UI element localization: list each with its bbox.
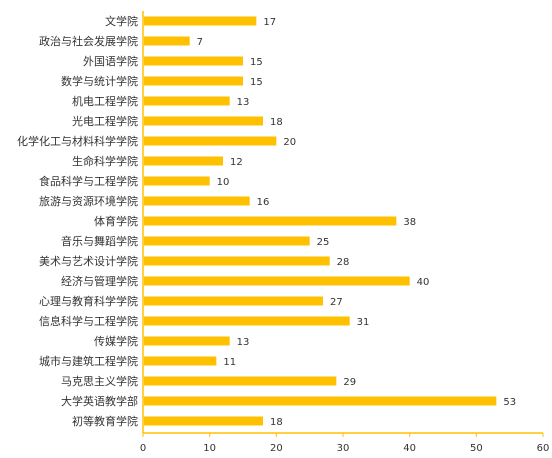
- category-label: 城市与建筑工程学院: [39, 354, 138, 368]
- bar: [144, 176, 210, 186]
- bar: [144, 136, 277, 146]
- category-label: 外国语学院: [83, 54, 138, 68]
- bar: [144, 216, 397, 226]
- category-label: 文学院: [105, 14, 138, 28]
- label-layer: 0 10 20 30 40 50 60 文学院 17 政治与社会发展学院 7 外国语学院 15 数学与统计…: [17, 14, 549, 454]
- bar: [144, 276, 410, 286]
- data-label: 31: [357, 317, 370, 328]
- data-label: 13: [237, 337, 250, 348]
- data-label: 38: [403, 217, 416, 228]
- bar: [144, 116, 263, 126]
- bar: [144, 236, 310, 246]
- bar: [144, 36, 190, 46]
- x-tick-label: 60: [537, 443, 550, 454]
- data-label: 11: [223, 357, 236, 368]
- category-label: 机电工程学院: [72, 94, 138, 108]
- category-label: 生命科学学院: [72, 154, 138, 168]
- bar: [144, 56, 243, 66]
- data-label: 25: [317, 237, 330, 248]
- category-label: 旅游与资源环境学院: [39, 194, 138, 208]
- bar: [144, 396, 497, 406]
- bar: [144, 316, 350, 326]
- bar: [144, 416, 263, 426]
- bar: [144, 76, 243, 86]
- bar: [144, 196, 250, 206]
- data-label: 12: [230, 157, 243, 168]
- bar: [144, 356, 217, 366]
- x-tick-label: 50: [470, 443, 483, 454]
- data-label: 18: [270, 117, 283, 128]
- x-tick-label: 0: [140, 443, 146, 454]
- category-label: 马克思主义学院: [61, 374, 138, 388]
- category-label: 美术与艺术设计学院: [39, 254, 138, 268]
- x-tick-label: 40: [403, 443, 416, 454]
- axis-layer: [142, 11, 544, 437]
- data-label: 18: [270, 417, 283, 428]
- bar: [144, 96, 230, 106]
- x-tick-label: 30: [337, 443, 350, 454]
- data-label: 17: [263, 17, 276, 28]
- bar: [144, 156, 223, 166]
- data-label: 20: [283, 137, 296, 148]
- data-label: 53: [503, 397, 516, 408]
- category-label: 政治与社会发展学院: [39, 34, 138, 48]
- category-label: 传媒学院: [94, 334, 138, 348]
- x-tick-label: 20: [270, 443, 283, 454]
- category-label: 食品科学与工程学院: [39, 174, 138, 188]
- data-label: 28: [337, 257, 350, 268]
- bar: [144, 296, 323, 306]
- category-label: 光电工程学院: [72, 114, 138, 128]
- x-tick-label: 10: [203, 443, 216, 454]
- data-label: 15: [250, 57, 263, 68]
- category-label: 心理与教育科学学院: [39, 294, 138, 308]
- bar: [144, 376, 337, 386]
- bar: [144, 336, 230, 346]
- category-label: 音乐与舞蹈学院: [61, 234, 138, 248]
- bar: [144, 256, 330, 266]
- category-label: 大学英语教学部: [61, 394, 138, 408]
- data-label: 10: [217, 177, 230, 188]
- category-label: 经济与管理学院: [61, 274, 138, 288]
- data-label: 29: [343, 377, 356, 388]
- data-label: 27: [330, 297, 343, 308]
- category-label: 化学化工与材料科学学院: [17, 134, 138, 148]
- data-label: 40: [417, 277, 430, 288]
- data-label: 13: [237, 97, 250, 108]
- bar-layer: [144, 16, 497, 426]
- category-label: 体育学院: [94, 214, 138, 228]
- category-label: 信息科学与工程学院: [39, 314, 138, 328]
- data-label: 7: [197, 37, 203, 48]
- category-label: 数学与统计学院: [61, 74, 138, 88]
- bar: [144, 16, 257, 26]
- data-label: 16: [257, 197, 270, 208]
- category-label: 初等教育学院: [72, 414, 138, 428]
- data-label: 15: [250, 77, 263, 88]
